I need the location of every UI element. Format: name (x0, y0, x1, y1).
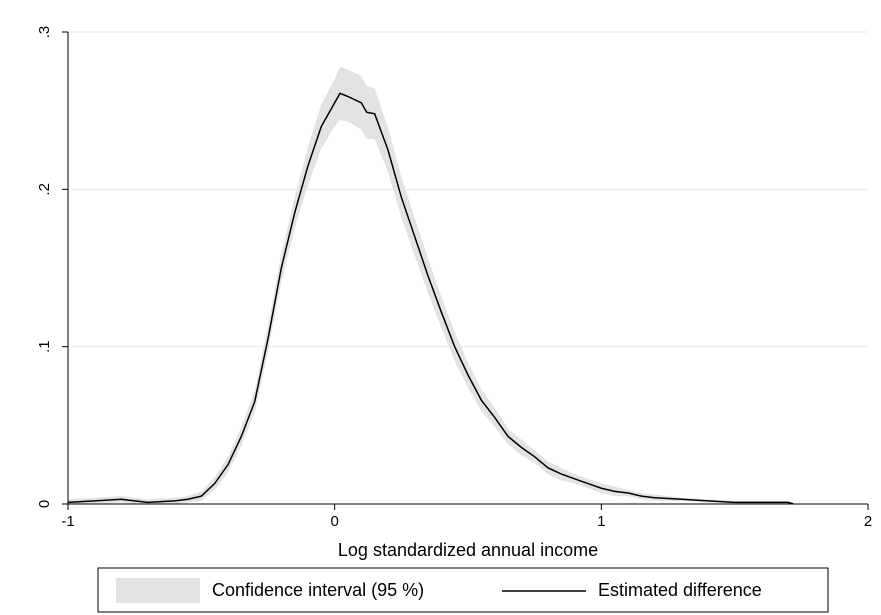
legend-label: Confidence interval (95 %) (212, 580, 424, 600)
legend-label: Estimated difference (598, 580, 762, 600)
legend-swatch (116, 578, 200, 603)
y-tick-label: .3 (36, 26, 53, 39)
confidence-band (68, 66, 794, 504)
y-tick-label: .2 (36, 183, 53, 196)
x-axis-label: Log standardized annual income (338, 540, 598, 560)
y-tick-label: .1 (36, 340, 53, 353)
line (67, 92, 794, 505)
x-tick-label: 1 (597, 513, 605, 530)
x-tick-label: 0 (330, 513, 338, 530)
x-tick-label: -1 (61, 513, 74, 530)
x-tick-label: 2 (864, 513, 872, 530)
y-tick-label: 0 (36, 500, 53, 508)
legend (97, 567, 829, 613)
